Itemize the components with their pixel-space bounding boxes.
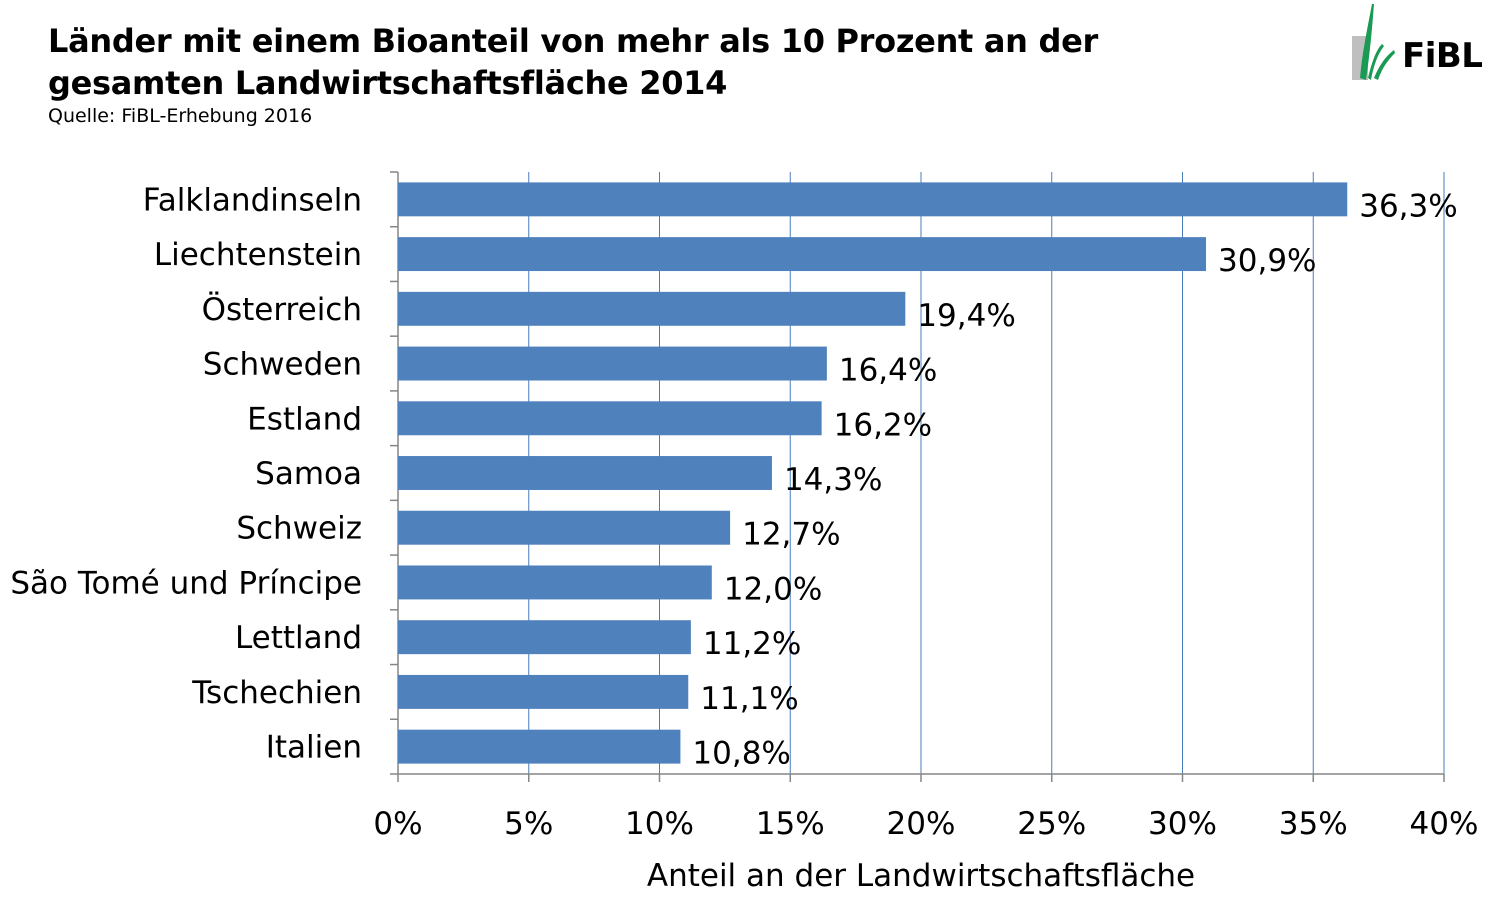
category-label: São Tomé und Príncipe xyxy=(10,565,362,601)
category-label: Falklandinseln xyxy=(143,182,362,218)
value-label: 30,9% xyxy=(1218,243,1316,279)
bar xyxy=(398,182,1348,217)
bar xyxy=(398,456,772,490)
chart-title: Länder mit einem Bioanteil von mehr als … xyxy=(48,20,1228,104)
value-label: 10,8% xyxy=(692,736,790,772)
value-label: 16,4% xyxy=(839,353,937,389)
x-axis-title: Anteil an der Landwirtschaftsfläche xyxy=(647,858,1195,894)
bar xyxy=(398,346,827,381)
chart-source: Quelle: FiBL-Erhebung 2016 xyxy=(48,105,313,127)
bar xyxy=(398,401,822,436)
category-label: Tschechien xyxy=(191,675,362,711)
x-tick-label: 20% xyxy=(887,806,956,842)
category-labels: Falklandinseln Liechtenstein Österreich Sch… xyxy=(10,182,362,765)
value-label: 12,0% xyxy=(724,571,822,607)
category-label: Estland xyxy=(247,401,362,437)
value-labels: 36,3% 30,9% 19,4% 16,4% 16,2% 14,3% 12,7% 12,0%… xyxy=(692,188,1457,771)
value-label: 36,3% xyxy=(1359,188,1457,224)
category-label: Schweden xyxy=(203,347,362,383)
x-tick-label: 30% xyxy=(1148,806,1217,842)
bar xyxy=(398,237,1207,272)
bar xyxy=(398,674,689,709)
fibl-leaf-logo-icon xyxy=(1352,4,1395,80)
x-tick-labels: 0% 5% 10% 15% 20% 25% 30% 35% 40% xyxy=(373,806,1478,842)
x-tick-label: 5% xyxy=(504,806,553,842)
chart-title-line-2: gesamten Landwirtschaftsfläche 2014 xyxy=(48,64,728,102)
value-label: 11,1% xyxy=(700,681,798,717)
bars xyxy=(398,182,1348,764)
bar xyxy=(398,565,712,600)
x-tick-label: 15% xyxy=(756,806,825,842)
category-label: Liechtenstein xyxy=(154,237,362,273)
bar xyxy=(398,620,691,655)
value-label: 14,3% xyxy=(784,462,882,498)
value-label: 16,2% xyxy=(834,407,932,443)
category-label: Österreich xyxy=(202,291,362,328)
x-tick-label: 40% xyxy=(1410,806,1479,842)
x-tick-label: 0% xyxy=(373,806,422,842)
bar xyxy=(398,510,731,545)
category-label: Samoa xyxy=(255,456,362,492)
logo-text: FiBL xyxy=(1402,36,1483,76)
category-label: Schweiz xyxy=(236,511,362,547)
category-label: Italien xyxy=(266,730,362,766)
x-tick-label: 35% xyxy=(1279,806,1348,842)
chart-header: Länder mit einem Bioanteil von mehr als … xyxy=(48,20,1228,128)
bar xyxy=(398,729,681,764)
category-label: Lettland xyxy=(235,620,362,656)
x-tick-label: 10% xyxy=(625,806,694,842)
value-label: 12,7% xyxy=(742,517,840,553)
chart-title-line-1: Länder mit einem Bioanteil von mehr als … xyxy=(48,22,1098,60)
x-tick-label: 25% xyxy=(1017,806,1086,842)
bar xyxy=(398,291,906,326)
value-label: 19,4% xyxy=(917,298,1015,334)
value-label: 11,2% xyxy=(703,626,801,662)
